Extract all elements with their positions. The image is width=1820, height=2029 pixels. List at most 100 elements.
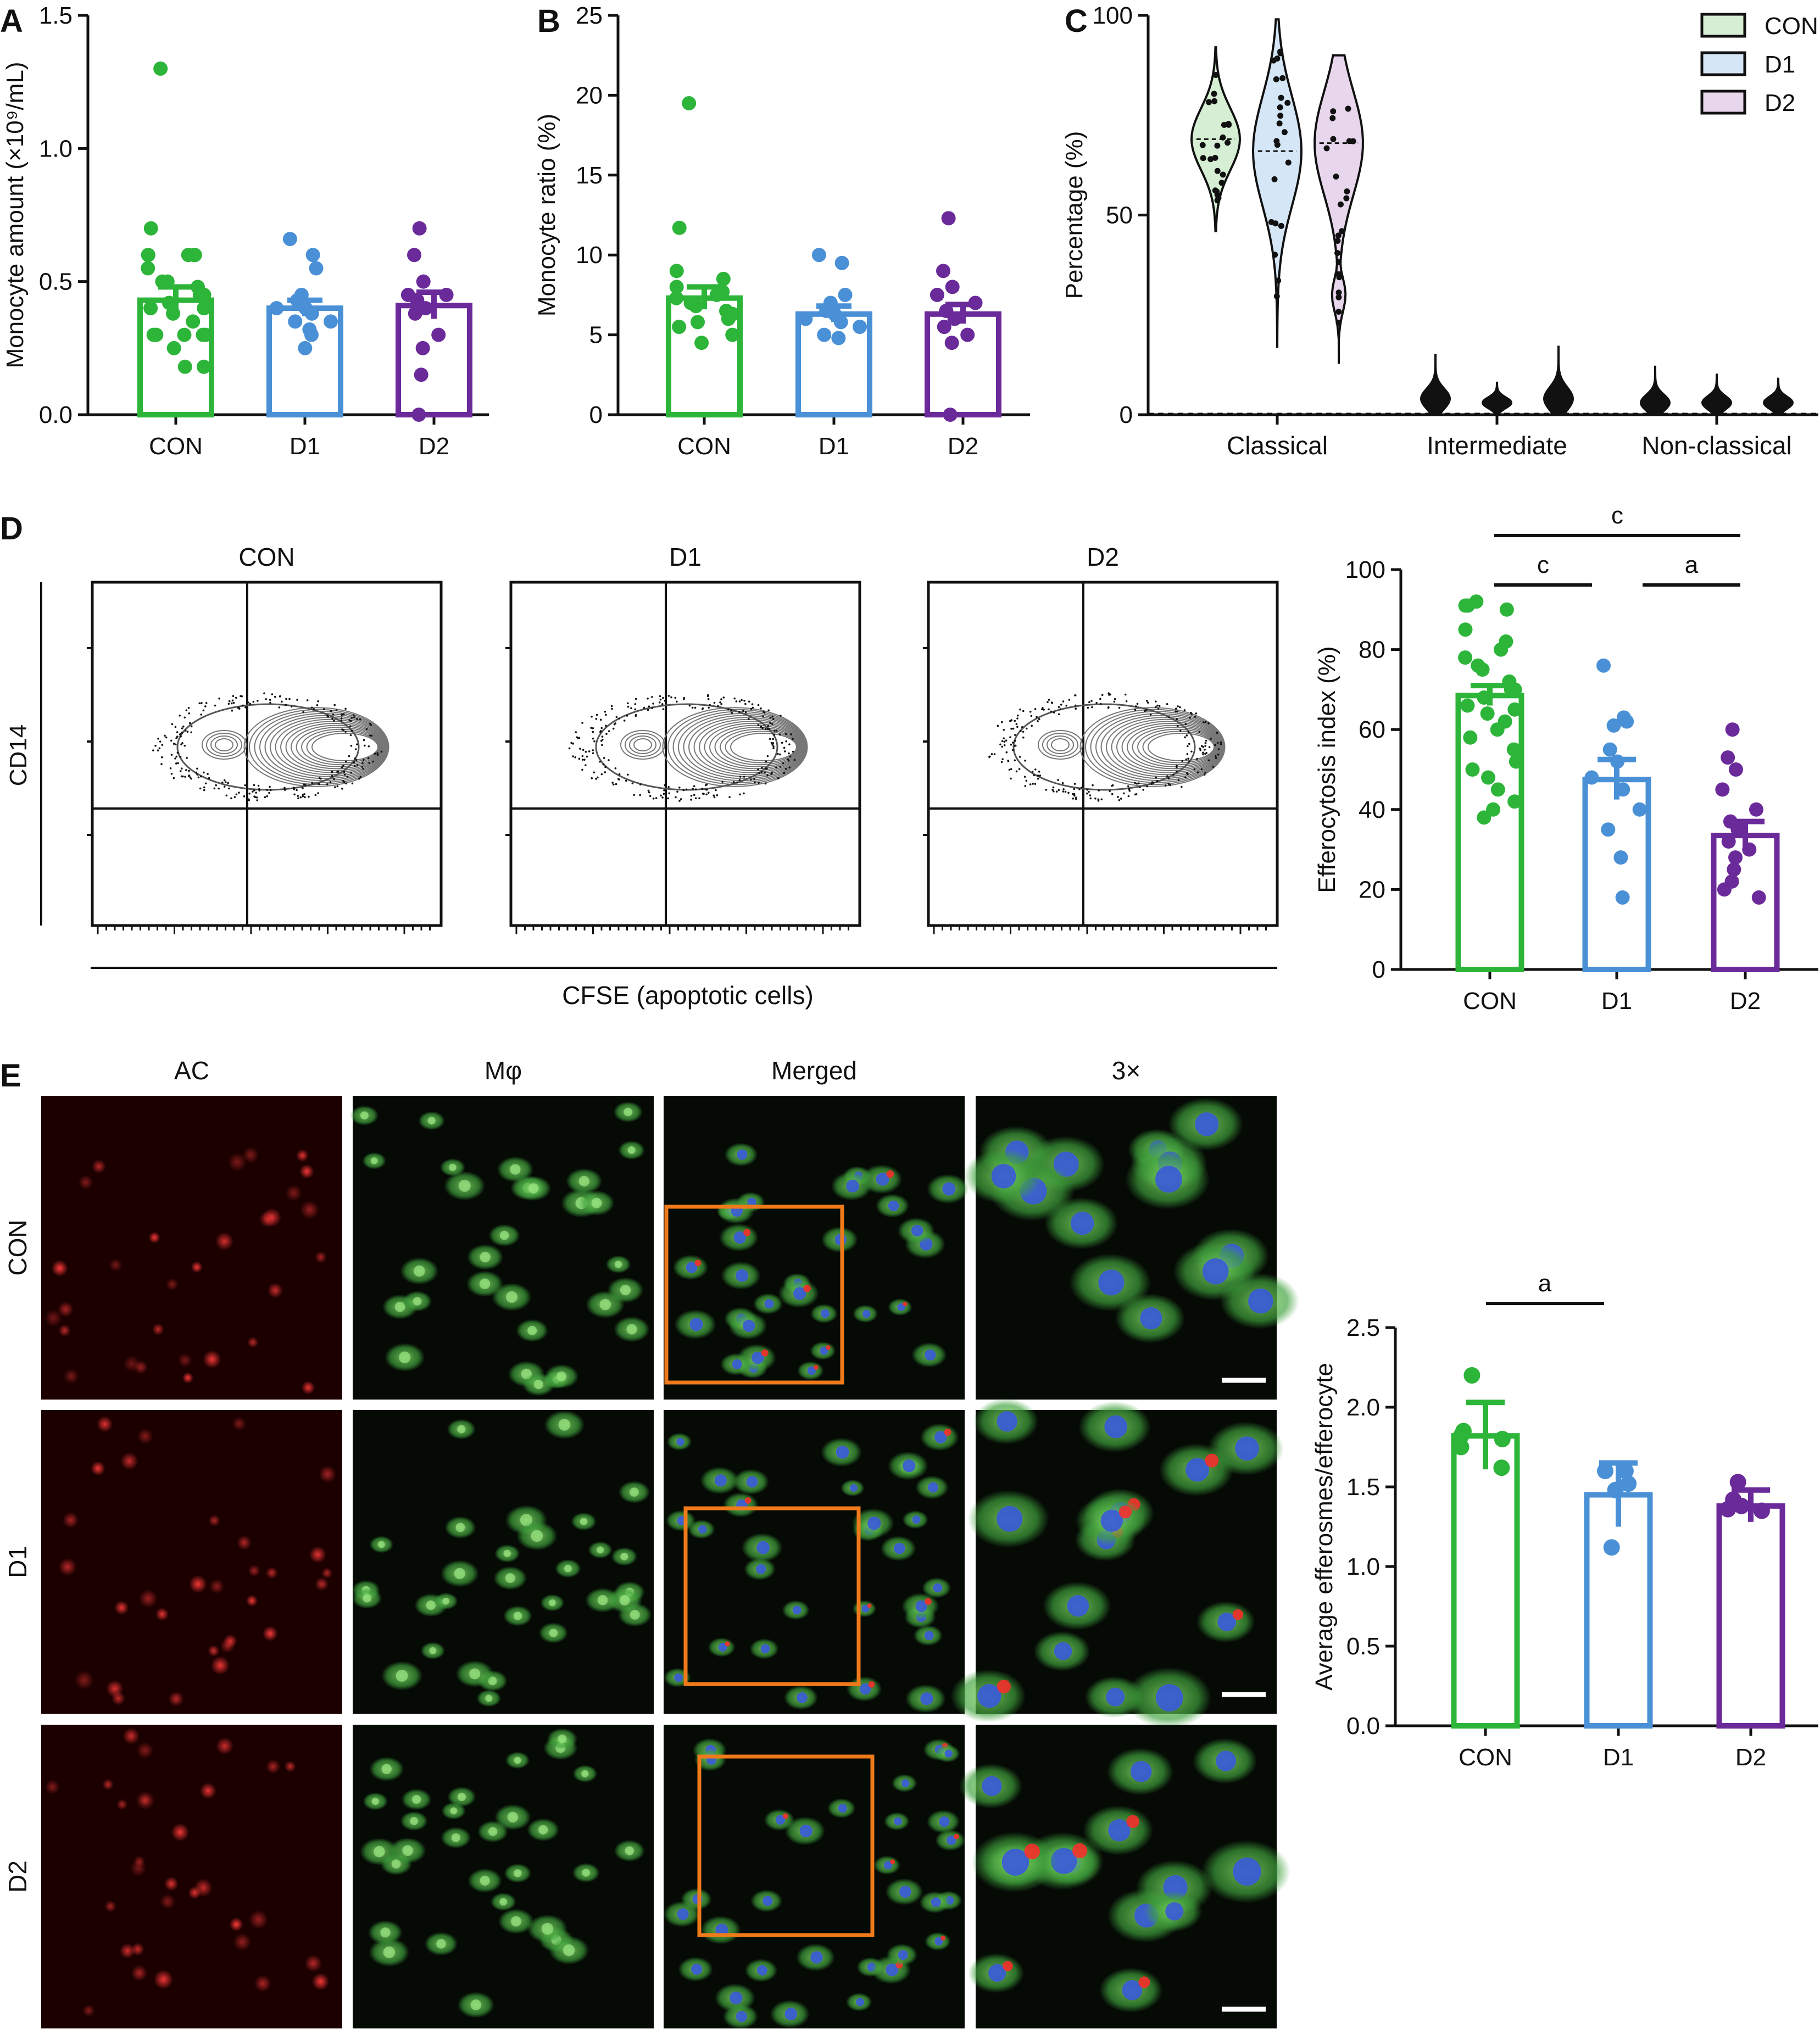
panel-label-e: E xyxy=(0,1058,21,1094)
contour-line xyxy=(296,727,381,767)
nucleus-green xyxy=(531,1530,543,1542)
contour-line xyxy=(215,738,233,751)
nucleus-green xyxy=(383,1946,396,1959)
nucleus-green xyxy=(599,1298,611,1311)
ac-cell xyxy=(319,1465,336,1483)
y-tick-label: 100 xyxy=(1345,556,1385,583)
contour-line xyxy=(714,727,800,767)
data-point xyxy=(1632,802,1647,817)
event-dot xyxy=(773,729,776,732)
event-dot xyxy=(201,702,203,704)
violin-point xyxy=(1220,171,1226,178)
data-point xyxy=(143,301,158,316)
ac-cell xyxy=(246,1595,258,1607)
engulfed-ac xyxy=(1024,1843,1040,1860)
ac-cell xyxy=(249,1910,268,1930)
event-dot xyxy=(601,735,604,738)
event-dot xyxy=(1114,698,1116,700)
event-dot xyxy=(678,800,681,802)
bar xyxy=(1716,1503,1785,1729)
event-dot xyxy=(1048,708,1050,711)
nucleus-green xyxy=(620,1552,628,1560)
event-dot xyxy=(698,797,700,800)
event-dot xyxy=(1023,776,1026,778)
event-dot xyxy=(1010,768,1012,771)
event-dot xyxy=(1157,707,1160,710)
ac-cell xyxy=(203,1350,221,1369)
event-dot xyxy=(615,716,618,718)
event-dot xyxy=(179,714,181,717)
micro-image xyxy=(353,1725,654,2028)
event-dot xyxy=(351,782,354,785)
data-point xyxy=(1504,682,1518,697)
event-dot xyxy=(713,794,715,797)
engulfed-ac xyxy=(1003,1960,1013,1971)
event-dot xyxy=(1118,799,1121,801)
legend-swatch-con xyxy=(1700,13,1746,38)
violin-con xyxy=(1420,354,1451,416)
data-point xyxy=(304,306,319,321)
engulfed-ac xyxy=(826,1345,831,1350)
nucleus xyxy=(784,2008,798,2021)
event-dot xyxy=(765,767,767,770)
nucleus-green xyxy=(479,1278,491,1290)
violin-point xyxy=(1350,138,1356,144)
event-dot xyxy=(1086,792,1088,795)
nucleus xyxy=(1067,1595,1089,1617)
contour-line xyxy=(1038,730,1083,760)
event-dot xyxy=(1010,777,1012,780)
event-dot xyxy=(313,708,315,710)
data-point xyxy=(1715,782,1730,797)
event-dot xyxy=(1176,710,1178,713)
nucleus xyxy=(799,1824,812,1838)
violin-point xyxy=(1273,76,1279,82)
event-dot xyxy=(1175,710,1177,712)
violin-point xyxy=(1336,274,1343,281)
y-axis-title: Average efferosmes/efferocyte xyxy=(1311,1363,1338,1691)
x-tick-label: Non-classical xyxy=(1641,431,1792,460)
event-dot xyxy=(613,723,616,726)
nucleus-green xyxy=(370,1157,378,1164)
nucleus xyxy=(997,1506,1023,1532)
event-dot xyxy=(1200,768,1203,771)
event-dot xyxy=(593,771,595,774)
event-dot xyxy=(618,773,621,776)
nucleus xyxy=(756,1541,770,1554)
event-dot xyxy=(230,702,233,705)
event-dot xyxy=(741,699,743,701)
contour-line xyxy=(662,707,808,787)
event-dot xyxy=(350,720,352,722)
event-dot xyxy=(586,755,588,758)
nucleus xyxy=(944,1749,953,1758)
event-dot xyxy=(1186,752,1189,755)
event-dot xyxy=(227,703,230,705)
nucleus xyxy=(920,1692,933,1705)
event-dot xyxy=(1138,782,1140,784)
x-tick-label: D1 xyxy=(1601,988,1632,1014)
event-dot xyxy=(292,787,295,789)
nucleus-green xyxy=(514,1757,521,1764)
nucleus xyxy=(1104,1415,1127,1439)
event-dot xyxy=(651,696,653,698)
microscopy-grid: AC Mφ Merged 3× CON D1 D2 xyxy=(3,1056,1299,2029)
event-dot xyxy=(263,692,265,695)
event-dot xyxy=(1073,788,1075,790)
flow-panels: CD14 CFSE (apoptotic cells) CON D1 D2 xyxy=(5,543,1279,1010)
event-dot xyxy=(779,766,782,768)
violin-point xyxy=(1268,219,1274,225)
nucleus-green xyxy=(507,1811,519,1823)
event-dot xyxy=(708,706,710,709)
contour-line xyxy=(625,733,661,757)
event-dot xyxy=(1101,694,1104,696)
event-dot xyxy=(668,792,670,795)
contour-line xyxy=(620,730,665,760)
data-point xyxy=(1610,754,1625,769)
event-dot xyxy=(772,738,774,740)
event-dot xyxy=(176,735,179,738)
nucleus xyxy=(988,1964,1006,1982)
event-dot xyxy=(792,738,794,740)
event-dot xyxy=(1030,715,1033,717)
event-dot xyxy=(623,720,626,722)
data-point xyxy=(149,327,164,342)
violin-point xyxy=(1277,48,1283,55)
